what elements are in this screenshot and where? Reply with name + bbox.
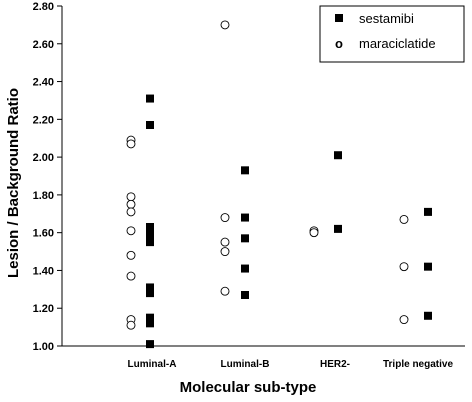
sestamibi-point <box>146 319 154 328</box>
x-category-label: Luminal-B <box>221 359 270 370</box>
maraciclatide-point <box>220 286 230 296</box>
maraciclatide-point <box>126 192 136 202</box>
legend-sestamibi-marker <box>335 14 343 22</box>
sestamibi-point <box>241 264 249 273</box>
y-tick-label: 2.20 <box>33 114 54 126</box>
sestamibi-point <box>146 289 154 298</box>
x-category-label: Luminal-A <box>128 359 177 370</box>
sestamibi-point <box>241 291 249 299</box>
y-tick-label: 2.80 <box>33 1 54 13</box>
maraciclatide-point <box>220 237 230 247</box>
y-tick-label: 1.20 <box>33 303 54 315</box>
maraciclatide-point <box>126 271 136 281</box>
maraciclatide-point <box>126 199 136 209</box>
sestamibi-point <box>146 340 154 349</box>
maraciclatide-point <box>220 213 230 223</box>
y-tick-label: 2.00 <box>33 152 54 164</box>
sestamibi-point <box>146 238 154 247</box>
x-category-label: Triple negative <box>383 359 453 370</box>
legend: sestamibi o maraciclatide <box>319 5 465 63</box>
sestamibi-point <box>241 166 249 175</box>
legend-box <box>319 5 465 63</box>
sestamibi-point <box>146 121 154 129</box>
sestamibi-point <box>424 311 432 320</box>
maraciclatide-point <box>399 315 409 325</box>
sestamibi-point <box>146 313 154 322</box>
maraciclatide-point <box>126 250 136 260</box>
x-category-label: HER2- <box>320 359 350 370</box>
sestamibi-point <box>334 151 342 160</box>
sestamibi-point <box>424 262 432 271</box>
sestamibi-point <box>241 213 249 222</box>
legend-maraciclatide-marker: o <box>335 36 343 51</box>
data-points <box>126 20 432 349</box>
maraciclatide-point <box>309 228 319 238</box>
sestamibi-point <box>146 94 154 103</box>
maraciclatide-point <box>399 214 409 224</box>
y-axis: 1.00 1.20 1.40 1.60 1.80 2.00 2.20 2.40 2.60 2.80 <box>33 1 63 353</box>
sestamibi-point <box>424 207 432 216</box>
y-tick-label: 1.00 <box>33 341 54 353</box>
sestamibi-point <box>146 230 154 239</box>
sestamibi-point <box>146 283 154 292</box>
maraciclatide-point <box>220 247 230 257</box>
x-axis: Luminal-A Luminal-B HER2- Triple negative <box>62 345 465 370</box>
y-tick-label: 1.60 <box>33 228 54 240</box>
maraciclatide-point <box>220 20 230 30</box>
maraciclatide-point <box>126 226 136 236</box>
y-axis-title: Lesion / Background Ratio <box>5 88 22 278</box>
y-tick-label: 2.60 <box>33 39 54 51</box>
maraciclatide-point <box>399 262 409 272</box>
sestamibi-point <box>334 224 342 233</box>
y-tick-label: 1.80 <box>33 190 54 202</box>
maraciclatide-point <box>126 320 136 330</box>
maraciclatide-point <box>126 139 136 149</box>
y-tick-label: 1.40 <box>33 265 54 277</box>
maraciclatide-point <box>126 207 136 217</box>
y-tick-label: 2.40 <box>33 77 54 89</box>
sestamibi-point <box>241 234 249 243</box>
legend-maraciclatide-label: maraciclatide <box>359 36 436 51</box>
x-axis-title: Molecular sub-type <box>180 379 317 396</box>
legend-sestamibi-label: sestamibi <box>359 11 414 26</box>
